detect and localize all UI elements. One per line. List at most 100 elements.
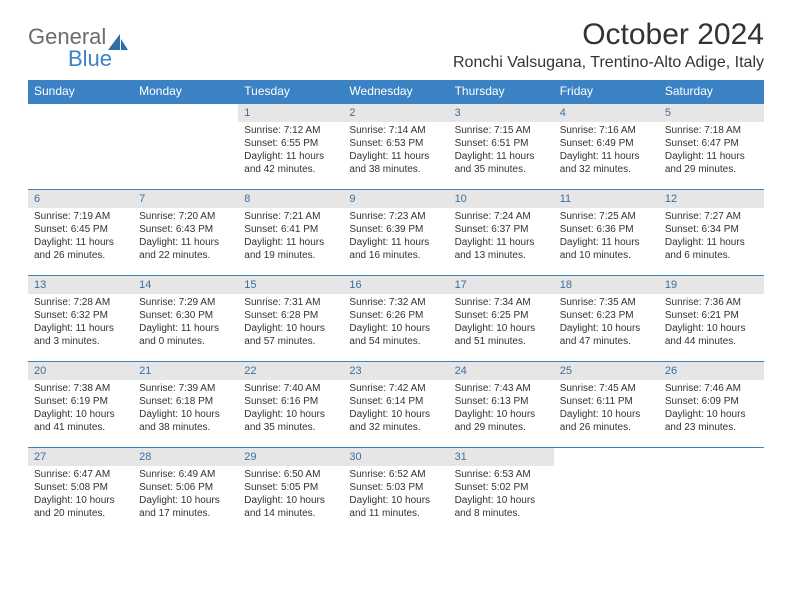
sunset-text: Sunset: 6:09 PM [665,395,758,408]
sunrise-text: Sunrise: 7:43 AM [455,382,548,395]
sunset-text: Sunset: 6:19 PM [34,395,127,408]
daylight-text: Daylight: 10 hours and 23 minutes. [665,408,758,434]
day-details: Sunrise: 7:19 AMSunset: 6:45 PMDaylight:… [28,210,133,266]
day-cell: 22Sunrise: 7:40 AMSunset: 6:16 PMDayligh… [238,361,343,447]
day-cell: 7Sunrise: 7:20 AMSunset: 6:43 PMDaylight… [133,189,238,275]
day-cell [133,103,238,189]
sunset-text: Sunset: 6:34 PM [665,223,758,236]
sunrise-text: Sunrise: 6:53 AM [455,468,548,481]
daylight-text: Daylight: 10 hours and 44 minutes. [665,322,758,348]
day-cell: 24Sunrise: 7:43 AMSunset: 6:13 PMDayligh… [449,361,554,447]
day-number: 20 [28,362,133,380]
day-details: Sunrise: 7:45 AMSunset: 6:11 PMDaylight:… [554,382,659,438]
daylight-text: Daylight: 11 hours and 26 minutes. [34,236,127,262]
day-cell: 17 Sunrise: 7:34 AMSunset: 6:25 PMDayligh… [449,275,554,361]
day-cell: 16Sunrise: 7:32 AMSunset: 6:26 PMDayligh… [343,275,448,361]
day-number: 18 [554,276,659,294]
day-cell: 23Sunrise: 7:42 AMSunset: 6:14 PMDayligh… [343,361,448,447]
sunset-text: Sunset: 6:36 PM [560,223,653,236]
month-title: October 2024 [453,18,764,52]
daylight-text: Daylight: 10 hours and 32 minutes. [349,408,442,434]
sunrise-text: Sunrise: 7:16 AM [560,124,653,137]
daylight-text: Daylight: 10 hours and 38 minutes. [139,408,232,434]
day-details: Sunrise: 7:36 AMSunset: 6:21 PMDaylight:… [659,296,764,352]
sunrise-text: Sunrise: 7:40 AM [244,382,337,395]
day-details: Sunrise: 7:25 AMSunset: 6:36 PMDaylight:… [554,210,659,266]
dow-tue: Tuesday [238,80,343,103]
daylight-text: Daylight: 11 hours and 0 minutes. [139,322,232,348]
sunset-text: Sunset: 6:32 PM [34,309,127,322]
day-cell: 1Sunrise: 7:12 AMSunset: 6:55 PMDaylight… [238,103,343,189]
day-details: Sunrise: 7:28 AMSunset: 6:32 PMDaylight:… [28,296,133,352]
week-row: 27Sunrise: 6:47 AMSunset: 5:08 PMDayligh… [28,447,764,533]
daylight-text: Daylight: 11 hours and 29 minutes. [665,150,758,176]
daylight-text: Daylight: 10 hours and 11 minutes. [349,494,442,520]
sunset-text: Sunset: 6:55 PM [244,137,337,150]
sunset-text: Sunset: 6:11 PM [560,395,653,408]
sunrise-text: Sunrise: 7:36 AM [665,296,758,309]
day-details: Sunrise: 7:23 AMSunset: 6:39 PMDaylight:… [343,210,448,266]
day-number: 6 [28,190,133,208]
sunset-text: Sunset: 6:47 PM [665,137,758,150]
day-details: Sunrise: 7:32 AMSunset: 6:26 PMDaylight:… [343,296,448,352]
sunset-text: Sunset: 5:06 PM [139,481,232,494]
sunset-text: Sunset: 5:05 PM [244,481,337,494]
day-cell [28,103,133,189]
daylight-text: Daylight: 11 hours and 10 minutes. [560,236,653,262]
day-number: 29 [238,448,343,466]
day-number: 27 [28,448,133,466]
sunrise-text: Sunrise: 7:19 AM [34,210,127,223]
calendar-page: GeneralBlue October 2024 Ronchi Valsugan… [0,0,792,551]
week-row: 6Sunrise: 7:19 AMSunset: 6:45 PMDaylight… [28,189,764,275]
day-number: 7 [133,190,238,208]
sunrise-text: Sunrise: 7:24 AM [455,210,548,223]
day-details: Sunrise: 7:18 AMSunset: 6:47 PMDaylight:… [659,124,764,180]
day-cell: 28Sunrise: 6:49 AMSunset: 5:06 PMDayligh… [133,447,238,533]
logo: GeneralBlue [28,18,130,72]
sunrise-text: Sunrise: 7:21 AM [244,210,337,223]
sunset-text: Sunset: 6:41 PM [244,223,337,236]
sunrise-text: Sunrise: 7:39 AM [139,382,232,395]
dow-mon: Monday [133,80,238,103]
day-number: 31 [449,448,554,466]
daylight-text: Daylight: 10 hours and 26 minutes. [560,408,653,434]
sunrise-text: Sunrise: 7:31 AM [244,296,337,309]
day-number: 15 [238,276,343,294]
location: Ronchi Valsugana, Trentino-Alto Adige, I… [453,54,764,72]
sunrise-text: Sunrise: 7:45 AM [560,382,653,395]
day-details: Sunrise: 7:39 AMSunset: 6:18 PMDaylight:… [133,382,238,438]
day-details: Sunrise: 7:29 AMSunset: 6:30 PMDaylight:… [133,296,238,352]
sunrise-text: Sunrise: 7:18 AM [665,124,758,137]
sunrise-text: Sunrise: 6:50 AM [244,468,337,481]
day-number: 25 [554,362,659,380]
day-details: Sunrise: 7:31 AMSunset: 6:28 PMDaylight:… [238,296,343,352]
daylight-text: Daylight: 10 hours and 51 minutes. [455,322,548,348]
day-cell: 6 Sunrise: 7:19 AMSunset: 6:45 PMDaylight… [28,189,133,275]
sunset-text: Sunset: 6:53 PM [349,137,442,150]
day-cell: 21Sunrise: 7:39 AMSunset: 6:18 PMDayligh… [133,361,238,447]
sunset-text: Sunset: 6:23 PM [560,309,653,322]
logo-word2: Blue [68,46,112,72]
day-cell: 15 Sunrise: 7:31 AMSunset: 6:28 PMDayligh… [238,275,343,361]
day-number: 2 [343,104,448,122]
day-cell: 27Sunrise: 6:47 AMSunset: 5:08 PMDayligh… [28,447,133,533]
day-number: 11 [554,190,659,208]
sunset-text: Sunset: 6:45 PM [34,223,127,236]
daylight-text: Daylight: 10 hours and 29 minutes. [455,408,548,434]
dow-sat: Saturday [659,80,764,103]
day-cell: 12Sunrise: 7:27 AMSunset: 6:34 PMDayligh… [659,189,764,275]
dow-wed: Wednesday [343,80,448,103]
sunset-text: Sunset: 6:25 PM [455,309,548,322]
sunset-text: Sunset: 6:49 PM [560,137,653,150]
daylight-text: Daylight: 10 hours and 35 minutes. [244,408,337,434]
day-details: Sunrise: 7:21 AMSunset: 6:41 PMDaylight:… [238,210,343,266]
day-details: Sunrise: 7:42 AMSunset: 6:14 PMDaylight:… [343,382,448,438]
day-cell: 19Sunrise: 7:36 AMSunset: 6:21 PMDayligh… [659,275,764,361]
day-details: Sunrise: 7:43 AMSunset: 6:13 PMDaylight:… [449,382,554,438]
sunrise-text: Sunrise: 7:27 AM [665,210,758,223]
day-cell [659,447,764,533]
sunset-text: Sunset: 6:28 PM [244,309,337,322]
sunrise-text: Sunrise: 7:34 AM [455,296,548,309]
sunrise-text: Sunrise: 7:25 AM [560,210,653,223]
day-number: 17 [449,276,554,294]
